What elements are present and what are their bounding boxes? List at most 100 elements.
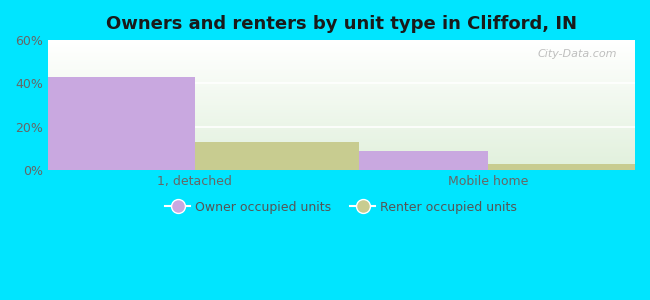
Bar [47, 121, 635, 122]
Bar [47, 153, 635, 154]
Bar [47, 127, 635, 129]
Bar [47, 131, 635, 133]
Bar [47, 105, 635, 106]
Bar [47, 104, 635, 105]
Bar [47, 139, 635, 140]
Bar [47, 101, 635, 103]
Bar [47, 158, 635, 160]
Bar [47, 157, 635, 158]
Bar [47, 140, 635, 142]
Bar [47, 169, 635, 170]
Bar [47, 66, 635, 68]
Bar [47, 64, 635, 65]
Bar [47, 160, 635, 161]
Bar [47, 73, 635, 74]
Bar [47, 116, 635, 117]
Bar [47, 56, 635, 57]
Bar [47, 88, 635, 90]
Bar [47, 60, 635, 61]
Bar [47, 134, 635, 135]
Bar [47, 142, 635, 143]
Bar [47, 79, 635, 80]
Bar [194, 142, 359, 170]
Bar [47, 50, 635, 52]
Bar [47, 114, 635, 116]
Bar [47, 146, 635, 147]
Bar [47, 151, 635, 152]
Bar [47, 44, 635, 45]
Bar [324, 151, 488, 170]
Bar [47, 126, 635, 127]
Bar [47, 75, 635, 76]
Legend: Owner occupied units, Renter occupied units: Owner occupied units, Renter occupied un… [161, 196, 522, 219]
Bar [47, 84, 635, 86]
Bar [47, 165, 635, 166]
Bar [47, 43, 635, 44]
Bar [47, 118, 635, 119]
Bar [488, 164, 650, 170]
Bar [47, 87, 635, 88]
Bar [47, 148, 635, 149]
Bar [47, 74, 635, 75]
Bar [47, 83, 635, 84]
Bar [47, 71, 635, 73]
Bar [47, 164, 635, 165]
Bar [47, 78, 635, 79]
Bar [47, 130, 635, 131]
Bar [47, 86, 635, 87]
Bar [47, 108, 635, 109]
Bar [47, 57, 635, 58]
Bar [47, 143, 635, 144]
Bar [47, 149, 635, 151]
Bar [47, 135, 635, 136]
Bar [47, 152, 635, 153]
Bar [47, 136, 635, 138]
Bar [47, 94, 635, 95]
Bar [47, 52, 635, 53]
Bar [47, 96, 635, 98]
Bar [47, 45, 635, 46]
Bar [47, 129, 635, 130]
Bar [47, 82, 635, 83]
Bar [47, 70, 635, 71]
Bar [47, 154, 635, 156]
Bar [47, 80, 635, 82]
Title: Owners and renters by unit type in Clifford, IN: Owners and renters by unit type in Cliff… [106, 15, 577, 33]
Bar [47, 40, 635, 41]
Bar [47, 41, 635, 43]
Bar [47, 147, 635, 148]
Bar [47, 133, 635, 134]
Bar [47, 161, 635, 162]
Bar [47, 162, 635, 164]
Bar [47, 53, 635, 54]
Bar [47, 109, 635, 110]
Bar [47, 119, 635, 121]
Bar [47, 92, 635, 94]
Bar [47, 168, 635, 169]
Bar [47, 99, 635, 100]
Bar [47, 100, 635, 101]
Bar [47, 98, 635, 99]
Bar [47, 95, 635, 96]
Bar [47, 46, 635, 48]
Bar [47, 125, 635, 126]
Bar [47, 106, 635, 108]
Bar [47, 90, 635, 91]
Bar [47, 123, 635, 125]
Text: City-Data.com: City-Data.com [538, 49, 617, 59]
Bar [47, 113, 635, 114]
Bar [47, 62, 635, 64]
Bar [47, 49, 635, 50]
Bar [47, 69, 635, 70]
Bar [47, 54, 635, 56]
Bar [47, 68, 635, 69]
Bar [47, 138, 635, 139]
Bar [47, 122, 635, 123]
Bar [47, 117, 635, 118]
Bar [47, 110, 635, 112]
Bar [47, 58, 635, 60]
Bar [30, 77, 194, 170]
Bar [47, 156, 635, 157]
Bar [47, 166, 635, 168]
Bar [47, 144, 635, 145]
